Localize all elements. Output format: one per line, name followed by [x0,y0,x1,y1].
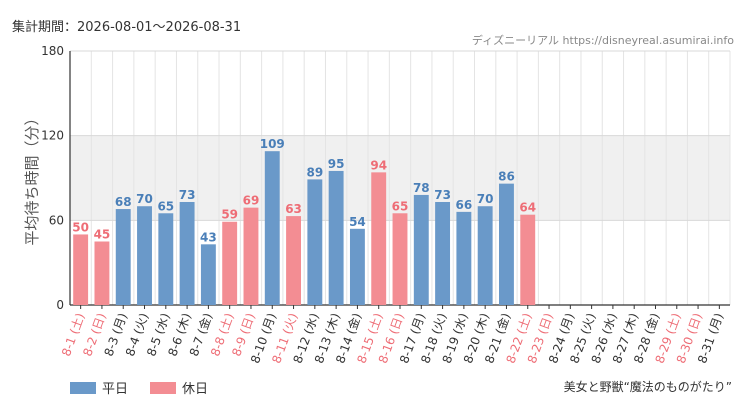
bar [520,214,536,305]
bar [73,234,89,305]
data-label: 45 [94,228,111,242]
bar [179,201,195,305]
data-label: 69 [243,194,260,208]
y-tick-label: 120 [41,129,64,143]
data-label: 70 [477,192,494,206]
data-label: 68 [115,195,132,209]
bar [328,170,344,305]
bar [371,172,387,305]
bar [435,201,451,305]
data-label: 54 [349,215,366,229]
bar [94,241,110,305]
data-label: 78 [413,181,430,195]
bar [477,206,493,305]
bar [286,216,301,305]
legend-label-holiday: 休日 [182,382,209,397]
bar [392,213,408,305]
bar [115,209,131,305]
data-label: 73 [179,188,196,202]
data-label: 109 [260,137,285,151]
y-tick-label: 60 [49,213,64,227]
data-label: 65 [392,199,409,213]
data-label: 86 [498,170,515,184]
bar [137,206,152,305]
data-label: 50 [72,220,89,234]
legend-item-holiday: 休日 [150,378,208,397]
data-label: 70 [136,192,153,206]
data-label: 63 [285,202,302,216]
bar [264,151,280,305]
legend-label-weekday: 平日 [102,382,129,397]
attraction-caption: 美女と野獣“魔法のものがたり” [563,380,732,394]
legend-swatch-weekday [70,381,96,394]
y-axis-title: 平均待ち時間（分） [23,110,41,245]
y-tick-label: 0 [56,298,64,312]
data-label: 89 [306,165,323,179]
bar [456,211,472,305]
legend-item-weekday: 平日 [70,378,128,397]
bar [307,179,323,305]
data-label: 59 [221,208,238,222]
data-label: 64 [519,201,536,215]
data-label: 73 [434,188,451,202]
legend-swatch-holiday [150,381,177,394]
bar [413,194,429,305]
bar [243,207,259,305]
legend: 平日 休日 [70,378,208,397]
data-label: 66 [456,198,473,212]
bar [499,183,514,305]
bar [200,244,216,305]
bar [349,228,365,305]
data-label: 65 [157,199,174,213]
data-label: 95 [328,157,345,171]
data-label: 43 [200,230,217,244]
period-label: 集計期間：2026-08-01～2026-08-31 [12,20,242,35]
y-tick-label: 180 [41,44,64,58]
bar [158,213,174,305]
bar [222,221,238,305]
source-credit: ディズニーリアル https://disneyreal.asumirai.inf… [471,34,734,47]
data-label: 94 [370,158,387,172]
